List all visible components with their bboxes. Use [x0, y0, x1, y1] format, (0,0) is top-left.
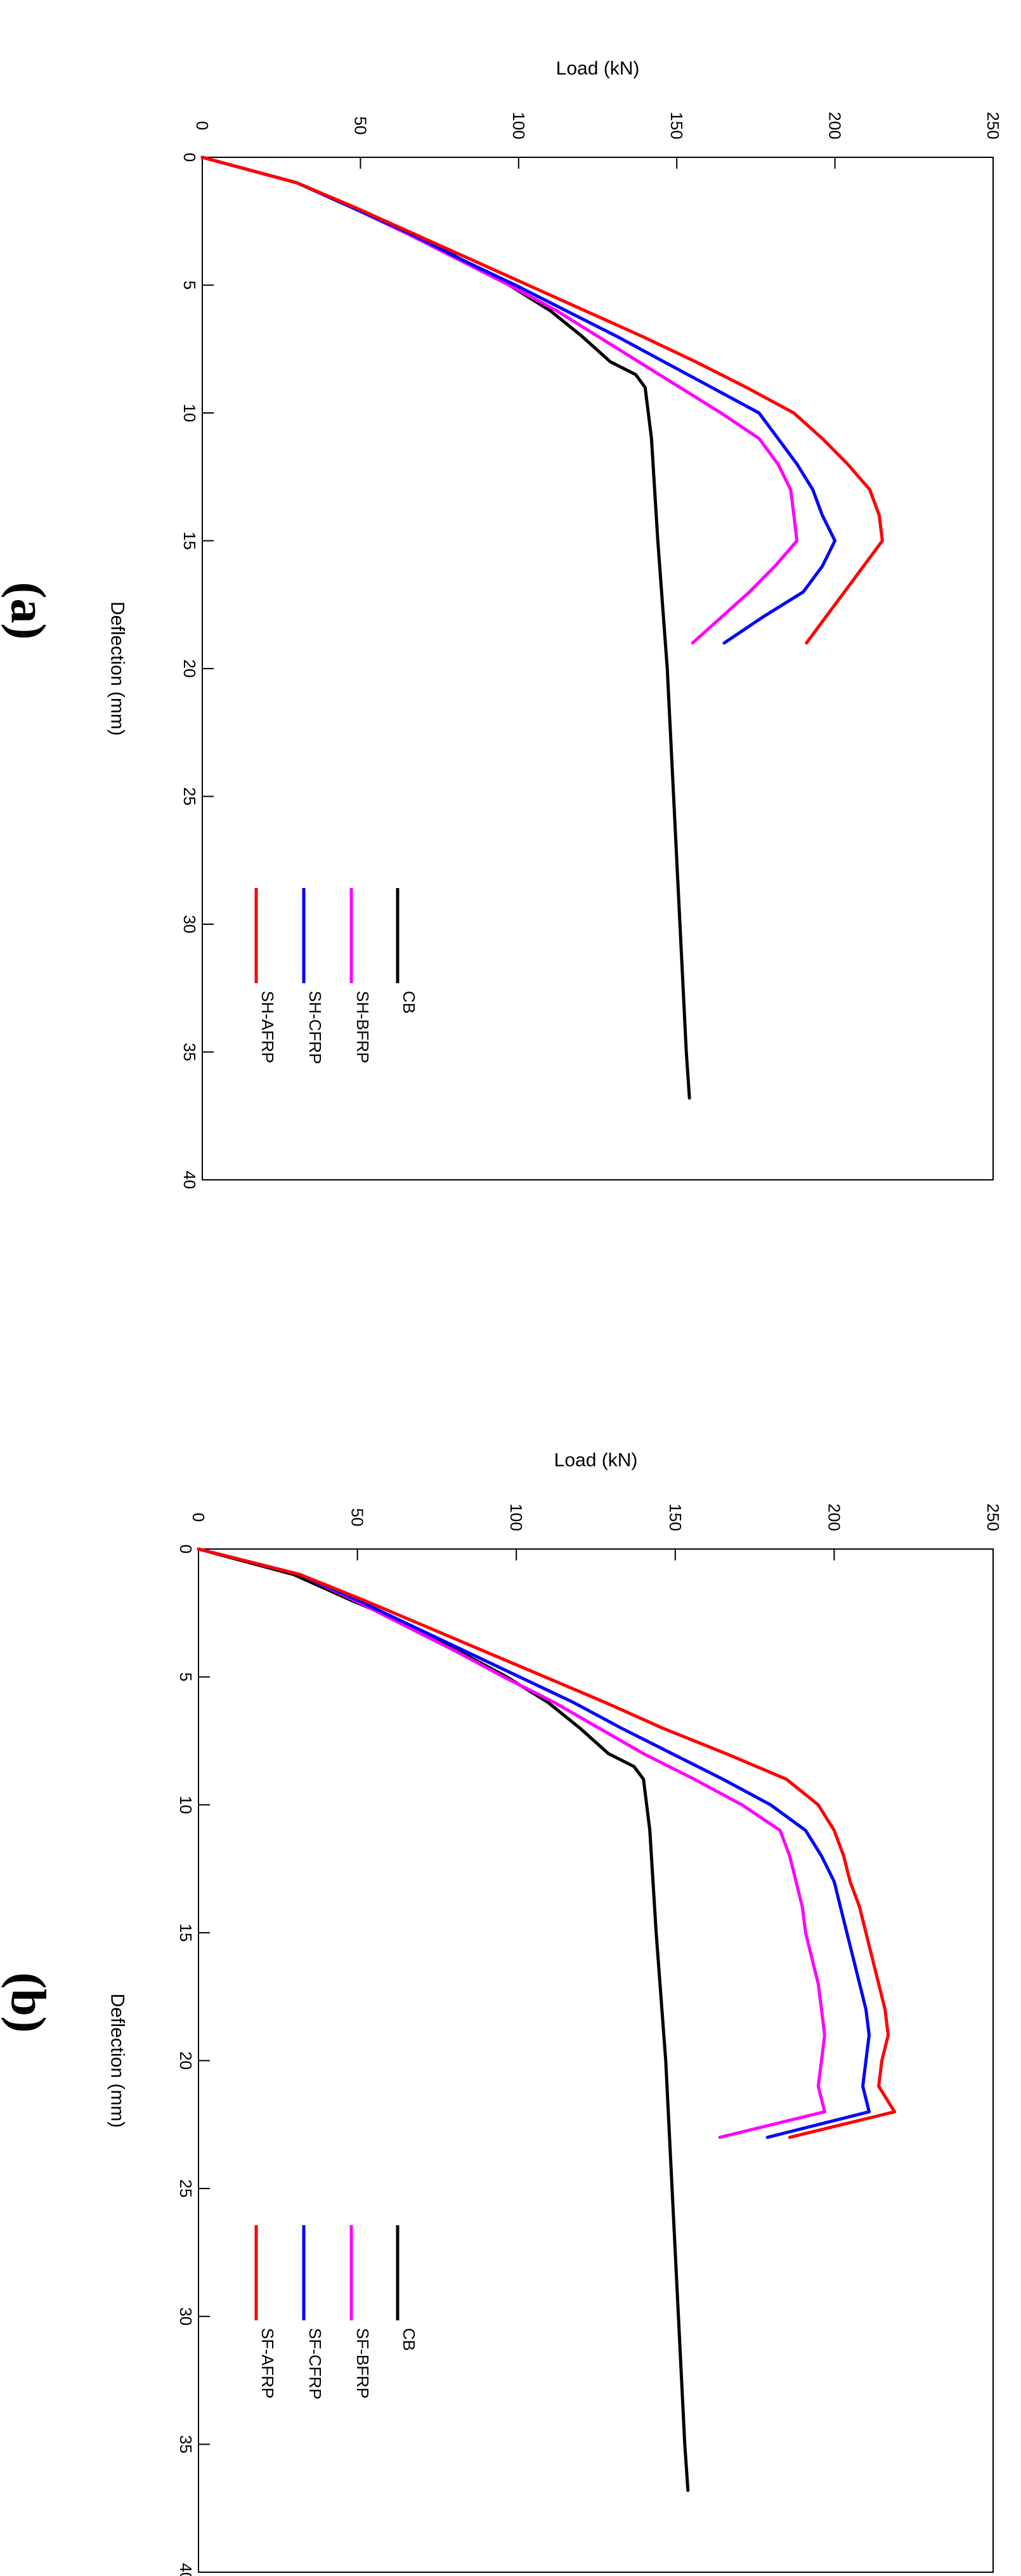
y-axis-title: Load (kN): [556, 58, 640, 79]
y-tick-label: 100: [509, 112, 528, 139]
x-tick-label: 15: [176, 1923, 195, 1942]
series-line-sh-cfrp: [200, 155, 837, 645]
chart-panel-a: 0 5 10 15 20 25 30 35 40 0 50 100 150 200 250 Load (kN)…: [1, 58, 1003, 1189]
x-tick-label: 5: [180, 280, 199, 289]
series-line-sf-afrp: [197, 1547, 897, 2139]
legend-label-sf-afrp: SF-AFRP: [258, 2328, 277, 2398]
series-line-sh-bfrp: [200, 155, 799, 645]
series-line-sf-cfrp: [197, 1547, 871, 2139]
y-tick-label: 100: [507, 1503, 526, 1531]
legend-label-sh-afrp: SH-AFRP: [258, 991, 277, 1063]
y-tick-label: 250: [984, 1503, 1003, 1531]
panel-label: (b): [1, 1972, 56, 2032]
x-tick-label: 20: [176, 2051, 195, 2070]
y-tick-label: 200: [826, 112, 845, 139]
series-line-sf-bfrp: [197, 1547, 826, 2139]
y-tick-label: 50: [351, 117, 370, 135]
chart-panel-b: 0 5 10 15 20 25 30 35 40 0 50 100 150 200 250 Load (kN)…: [1, 1450, 1003, 2576]
legend-label-sf-cfrp: SF-CFRP: [306, 2328, 325, 2400]
y-tick-label: 150: [666, 1503, 685, 1531]
y-tick-label: 0: [193, 121, 212, 130]
x-tick-label: 25: [180, 787, 199, 806]
legend-label-sh-bfrp: SH-BFRP: [353, 991, 372, 1063]
x-axis-title: Deflection (mm): [107, 1994, 128, 2128]
x-tick-label: 25: [176, 2180, 195, 2198]
y-axis-title: Load (kN): [554, 1450, 638, 1471]
y-tick-label: 250: [984, 112, 1003, 139]
plot-frame: [198, 1548, 994, 2573]
x-tick-label: 20: [180, 660, 199, 678]
x-tick-label: 40: [176, 2563, 195, 2576]
x-tick-label: 30: [180, 915, 199, 934]
x-tick-label: 30: [176, 2307, 195, 2325]
legend-label-cb: CB: [400, 2328, 419, 2351]
x-tick-label: 5: [176, 1672, 195, 1681]
legend-label-sh-cfrp: SH-CFRP: [306, 991, 325, 1064]
x-axis-title: Deflection (mm): [107, 601, 128, 736]
x-tick-label: 35: [180, 1043, 199, 1061]
x-tick-label: 0: [180, 153, 199, 162]
x-tick-label: 15: [180, 532, 199, 550]
series-line-sh-afrp: [200, 155, 884, 645]
y-tick-label: 200: [824, 1503, 843, 1531]
legend-label-cb: CB: [400, 991, 419, 1014]
x-tick-label: 0: [176, 1545, 195, 1553]
y-tick-label: 0: [189, 1513, 208, 1522]
y-tick-label: 150: [667, 112, 686, 139]
x-tick-label: 40: [180, 1171, 199, 1189]
legend-label-sf-bfrp: SF-BFRP: [353, 2328, 372, 2398]
x-tick-label: 10: [180, 404, 199, 422]
x-tick-label: 35: [176, 2435, 195, 2454]
series-line-cb: [200, 155, 691, 1100]
x-tick-label: 10: [176, 1796, 195, 1814]
panel-label: (a): [1, 582, 56, 640]
y-tick-label: 50: [348, 1508, 367, 1527]
